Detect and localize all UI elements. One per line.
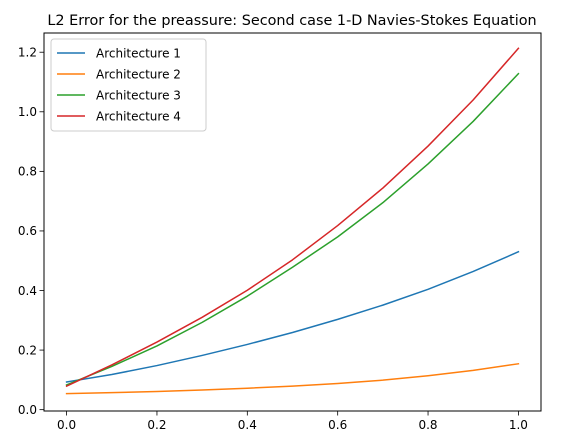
legend: Architecture 1 Architecture 2 Architecture… bbox=[50, 38, 207, 132]
series-line-1 bbox=[65, 250, 520, 383]
x-tick-label: 0.8 bbox=[418, 418, 437, 432]
plot-frame bbox=[43, 32, 542, 412]
y-tick-label: 0.0 bbox=[18, 403, 37, 417]
x-axis: 0.0 0.2 0.4 0.6 0.8 1.0 bbox=[57, 411, 528, 432]
series-line-4 bbox=[65, 47, 520, 388]
chart-title: L2 Error for the preassure: Second case … bbox=[47, 13, 536, 29]
y-tick-label: 0.8 bbox=[18, 165, 37, 179]
legend-label-4: Architecture 4 bbox=[96, 109, 181, 123]
x-tick-label: 1.0 bbox=[509, 418, 528, 432]
x-tick-label: 0.0 bbox=[57, 418, 76, 432]
x-tick-label: 0.4 bbox=[238, 418, 257, 432]
legend-label-2: Architecture 2 bbox=[96, 67, 181, 81]
legend-label-1: Architecture 1 bbox=[96, 46, 181, 60]
x-tick-label: 0.6 bbox=[328, 418, 347, 432]
series-line-3 bbox=[65, 72, 520, 386]
legend-label-3: Architecture 3 bbox=[96, 88, 181, 102]
x-tick-label: 0.2 bbox=[147, 418, 166, 432]
y-tick-label: 0.6 bbox=[18, 224, 37, 238]
y-tick-label: 1.2 bbox=[18, 46, 37, 60]
legend-box bbox=[50, 38, 207, 132]
y-tick-label: 0.2 bbox=[18, 343, 37, 357]
y-tick-label: 1.0 bbox=[18, 105, 37, 119]
y-tick-label: 0.4 bbox=[18, 284, 37, 298]
y-axis: 0.0 0.2 0.4 0.6 0.8 1.0 1.2 bbox=[18, 46, 44, 417]
series-line-2 bbox=[65, 362, 520, 395]
plot-lines bbox=[65, 47, 520, 395]
